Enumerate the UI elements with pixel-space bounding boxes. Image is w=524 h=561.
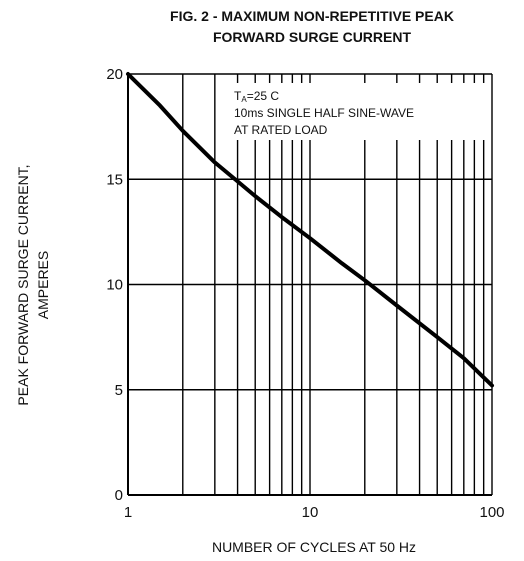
chart-title-line-2: FORWARD SURGE CURRENT: [213, 29, 412, 45]
x-tick-label: 100: [479, 504, 504, 521]
y-axis-label-line-2: AMPERES: [35, 251, 51, 319]
y-tick-label: 20: [106, 66, 123, 83]
annotation-box: [229, 83, 491, 140]
y-tick-label: 5: [115, 382, 123, 399]
surge-current-curve: [126, 72, 494, 388]
y-tick-label: 0: [115, 487, 123, 504]
x-tick-label: 10: [302, 504, 319, 521]
chart-title-line-1: FIG. 2 - MAXIMUM NON-REPETITIVE PEAK: [170, 8, 454, 24]
annotation-waveform: 10ms SINGLE HALF SINE-WAVE: [234, 106, 414, 120]
y-axis-label-line-1: PEAK FORWARD SURGE CURRENT,: [15, 164, 31, 405]
y-tick-label: 15: [106, 171, 123, 188]
x-axis-label: NUMBER OF CYCLES AT 50 Hz: [212, 539, 416, 555]
annotation-subscript-a: A: [241, 95, 247, 104]
y-tick-label: 10: [106, 277, 123, 294]
grid-lines: [127, 73, 493, 496]
annotation-load: AT RATED LOAD: [234, 123, 328, 137]
annotation-temperature-value: =25 C: [247, 89, 280, 103]
annotation-temperature: TA=25 C: [234, 89, 279, 104]
y-tick-labels: 0 5 10 15 20: [106, 66, 123, 504]
x-tick-label: 1: [124, 504, 132, 521]
annotation-t: T: [234, 89, 242, 103]
x-tick-labels: 1 10 100: [124, 504, 505, 521]
